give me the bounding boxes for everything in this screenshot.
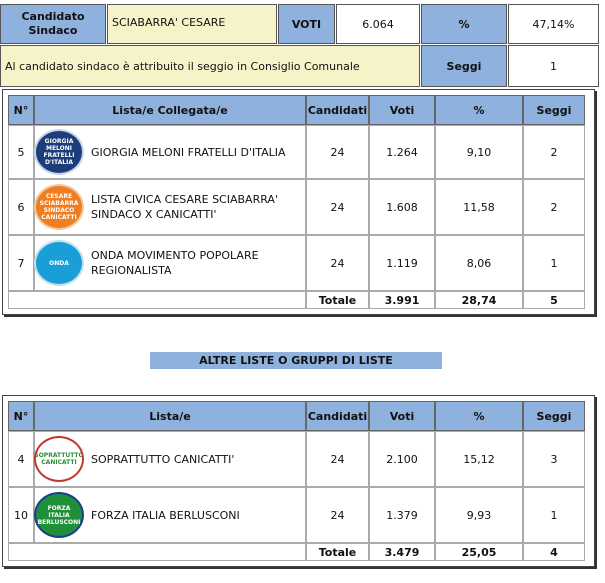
list-percent: 11,58 bbox=[435, 179, 523, 235]
header-candidates: Candidati bbox=[306, 95, 369, 125]
list-seats: 3 bbox=[523, 431, 585, 487]
candidate-seats: 1 bbox=[508, 45, 599, 87]
candidate-label: Candidato Sindaco bbox=[0, 4, 106, 44]
list-percent: 9,10 bbox=[435, 125, 523, 179]
candidate-votes: 6.064 bbox=[336, 4, 420, 44]
other-lists-title: ALTRE LISTE O GRUPPI DI LISTE bbox=[150, 352, 442, 369]
header-list: Lista/e bbox=[34, 401, 306, 431]
list-candidates: 24 bbox=[306, 179, 369, 235]
list-candidates: 24 bbox=[306, 235, 369, 291]
total-spacer bbox=[8, 291, 306, 309]
row-number: 6 bbox=[8, 179, 34, 235]
row-number: 5 bbox=[8, 125, 34, 179]
seats-label: Seggi bbox=[421, 45, 507, 87]
list-name: ONDA MOVIMENTO POPOLARE REGIONALISTA bbox=[34, 235, 306, 291]
logo-onda-icon: ONDA bbox=[34, 240, 84, 286]
row-number: 7 bbox=[8, 235, 34, 291]
list-seats: 2 bbox=[523, 125, 585, 179]
coalition-table: N° Lista/e Collegata/e Candidati Voti % … bbox=[2, 89, 595, 315]
seat-note: Al candidato sindaco è attribuito il seg… bbox=[0, 45, 420, 87]
votes-label: VOTI bbox=[278, 4, 335, 44]
total-votes: 3.991 bbox=[369, 291, 435, 309]
list-seats: 2 bbox=[523, 179, 585, 235]
list-votes: 1.608 bbox=[369, 179, 435, 235]
header-list: Lista/e Collegata/e bbox=[34, 95, 306, 125]
list-votes: 1.264 bbox=[369, 125, 435, 179]
header-number: N° bbox=[8, 401, 34, 431]
row-number: 4 bbox=[8, 431, 34, 487]
total-percent: 25,05 bbox=[435, 543, 523, 561]
list-name: FORZA ITALIA BERLUSCONI bbox=[34, 487, 306, 543]
list-candidates: 24 bbox=[306, 431, 369, 487]
list-percent: 15,12 bbox=[435, 431, 523, 487]
list-candidates: 24 bbox=[306, 125, 369, 179]
header-votes: Voti bbox=[369, 95, 435, 125]
list-votes: 1.119 bbox=[369, 235, 435, 291]
list-seats: 1 bbox=[523, 235, 585, 291]
total-votes: 3.479 bbox=[369, 543, 435, 561]
header-seats: Seggi bbox=[523, 401, 585, 431]
logo-soprattutto-canicatti-icon: SOPRATTUTTO CANICATTI bbox=[34, 436, 84, 482]
list-votes: 2.100 bbox=[369, 431, 435, 487]
total-spacer bbox=[8, 543, 306, 561]
total-percent: 28,74 bbox=[435, 291, 523, 309]
candidate-name: SCIABARRA' CESARE bbox=[107, 4, 277, 44]
list-seats: 1 bbox=[523, 487, 585, 543]
total-seats: 5 bbox=[523, 291, 585, 309]
percent-label: % bbox=[421, 4, 507, 44]
header-number: N° bbox=[8, 95, 34, 125]
list-candidates: 24 bbox=[306, 487, 369, 543]
logo-cesare-sciabarra-icon: CESARE SCIABARRA SINDACO CANICATTI bbox=[34, 184, 84, 230]
header-candidates: Candidati bbox=[306, 401, 369, 431]
total-label: Totale bbox=[306, 543, 369, 561]
total-label: Totale bbox=[306, 291, 369, 309]
list-percent: 9,93 bbox=[435, 487, 523, 543]
header-seats: Seggi bbox=[523, 95, 585, 125]
candidate-percent: 47,14% bbox=[508, 4, 599, 44]
list-votes: 1.379 bbox=[369, 487, 435, 543]
row-number: 10 bbox=[8, 487, 34, 543]
header-percent: % bbox=[435, 401, 523, 431]
logo-forza-italia-icon: FORZA ITALIA BERLUSCONI bbox=[34, 492, 84, 538]
header-percent: % bbox=[435, 95, 523, 125]
other-lists-table: N° Lista/e Candidati Voti % Seggi 4 SOPR… bbox=[2, 395, 595, 567]
header-votes: Voti bbox=[369, 401, 435, 431]
logo-giorgia-meloni-icon: GIORGIA MELONI FRATELLI D'ITALIA bbox=[34, 129, 84, 175]
total-seats: 4 bbox=[523, 543, 585, 561]
list-percent: 8,06 bbox=[435, 235, 523, 291]
